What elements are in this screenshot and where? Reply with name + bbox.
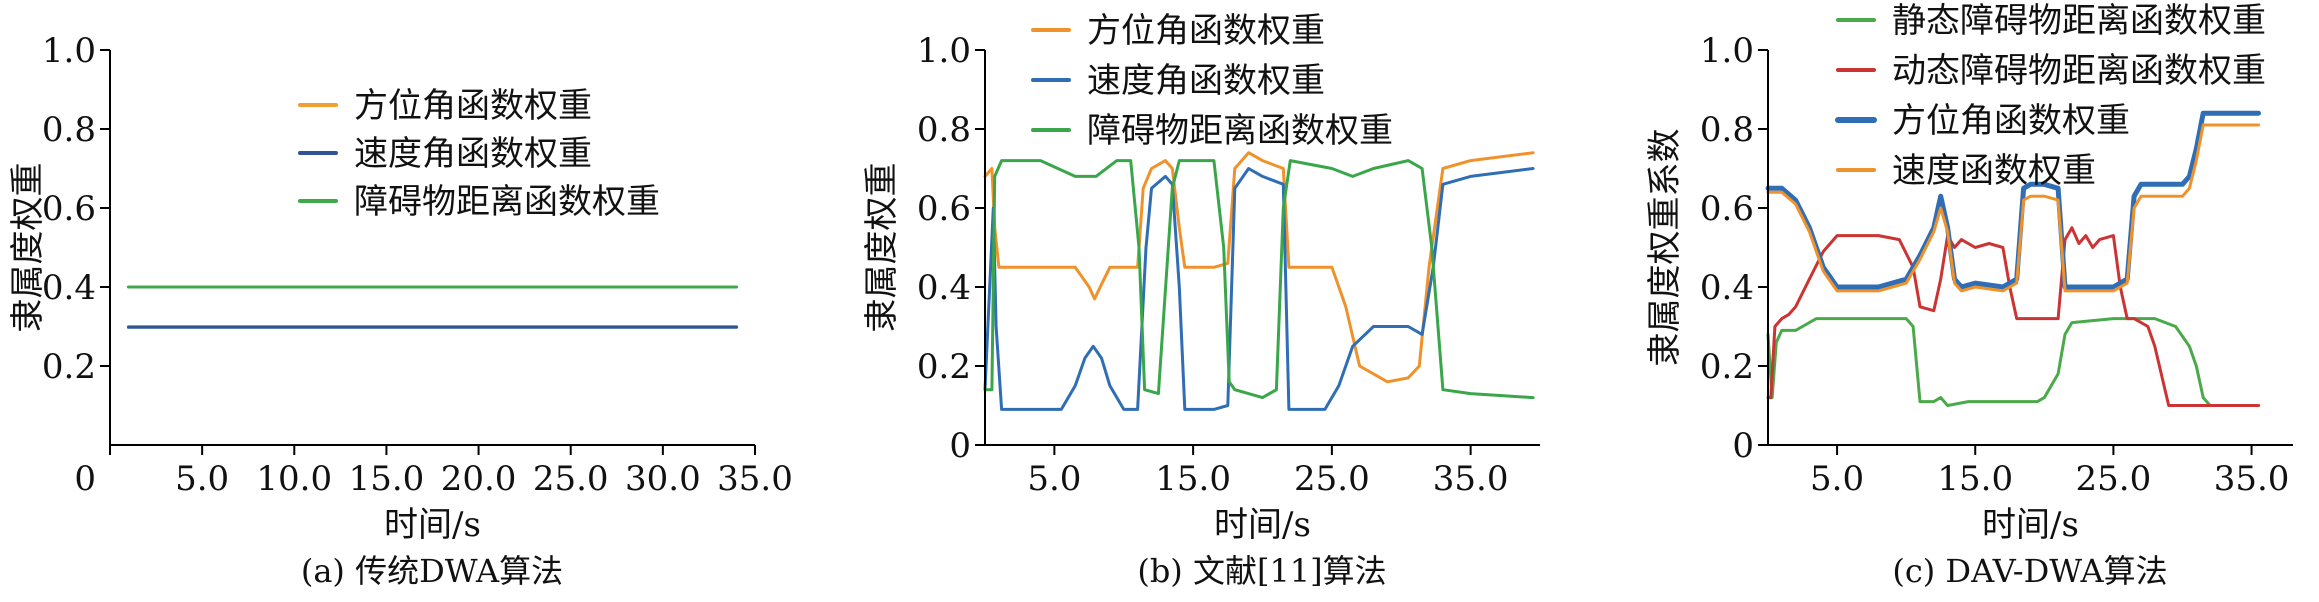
legend-entry: 动态障碍物距离函数权重 <box>1892 51 2266 91</box>
x-tick-label: 5.0 <box>1027 459 1081 499</box>
x-tick-label: 25.0 <box>1294 459 1370 499</box>
y-tick-label: 0.4 <box>917 268 971 308</box>
x-tick-label: 15.0 <box>349 459 425 499</box>
x-tick-label: 5.0 <box>175 459 229 499</box>
y-tick-label: 0 <box>1732 426 1754 466</box>
legend-entry: 障碍物距离函数权重 <box>354 182 660 222</box>
chart-caption: (b) 文献[11]算法 <box>1137 552 1386 590</box>
x-tick-label: 35.0 <box>1433 459 1509 499</box>
chart-panel-3: 5.0 15.0 25.0 35.0 0 0.2 0.4 0.6 0.8 1.0 时间/s 隶属度权重… <box>1645 1 2293 590</box>
series-line-2 <box>1766 226 2260 407</box>
chart-caption: (a) 传统DWA算法 <box>301 552 563 590</box>
y-tick-label: 0.2 <box>1700 347 1754 387</box>
legend-entry: 速度角函数权重 <box>1087 61 1325 101</box>
x-tick-label: 15.0 <box>1155 459 1231 499</box>
legend-entry: 方位角函数权重 <box>1087 11 1325 51</box>
y-axis-label: 隶属度权重系数 <box>1645 129 1685 367</box>
y-tick-label: 0.2 <box>42 347 96 387</box>
y-tick-label: 1.0 <box>917 31 971 71</box>
x-tick-label: 25.0 <box>533 459 609 499</box>
chart-caption: (c) DAV-DWA算法 <box>1892 552 2167 590</box>
chart-panel-1: 0 5.0 10.0 15.0 20.0 25.0 30.0 35.0 0.2 0.4 0.6 0.8… <box>8 31 793 590</box>
x-tick-label: 35.0 <box>2214 459 2290 499</box>
chart-panel-2: 5.0 15.0 25.0 35.0 0 0.2 0.4 0.6 0.8 1.0 时间/s 隶属度权重… <box>862 11 1540 590</box>
legend-entry: 静态障碍物距离函数权重 <box>1892 1 2266 41</box>
series-line-1 <box>983 151 1535 384</box>
x-tick-label: 30.0 <box>625 459 701 499</box>
x-tick-label: 20.0 <box>441 459 517 499</box>
y-tick-label: 0.8 <box>42 110 96 150</box>
y-axis-label: 隶属度权重 <box>862 163 902 333</box>
legend-entry: 障碍物距离函数权重 <box>1087 111 1393 151</box>
x-tick-label: 5.0 <box>1810 459 1864 499</box>
y-axis-label: 隶属度权重 <box>8 163 48 333</box>
legend-entry: 速度角函数权重 <box>354 134 592 174</box>
x-axis-label: 时间/s <box>1214 505 1311 545</box>
y-tick-label: 0.4 <box>1700 268 1754 308</box>
y-tick-label: 0.6 <box>1700 189 1754 229</box>
y-tick-label: 0 <box>949 426 971 466</box>
y-tick-label: 1.0 <box>1700 31 1754 71</box>
x-tick-label: 35.0 <box>717 459 793 499</box>
series-line-2 <box>983 167 1535 411</box>
x-axis-label: 时间/s <box>384 505 481 545</box>
series-line-1 <box>1766 317 2260 407</box>
x-tick-label: 10.0 <box>256 459 332 499</box>
y-tick-label: 0.8 <box>1700 110 1754 150</box>
y-tick-label: 0.6 <box>917 189 971 229</box>
y-tick-label: 0.8 <box>917 110 971 150</box>
legend-entry: 方位角函数权重 <box>1892 101 2130 141</box>
series-line-4 <box>1766 123 2260 293</box>
y-tick-label: 1.0 <box>42 31 96 71</box>
x-tick-label: 25.0 <box>2076 459 2152 499</box>
y-tick-label: 0.4 <box>42 268 96 308</box>
x-tick-label: 0 <box>74 459 96 499</box>
legend-entry: 方位角函数权重 <box>354 86 592 126</box>
x-tick-label: 15.0 <box>1937 459 2013 499</box>
y-tick-label: 0.6 <box>42 189 96 229</box>
x-axis-label: 时间/s <box>1982 505 2079 545</box>
y-tick-label: 0.2 <box>917 347 971 387</box>
series-line-3 <box>983 159 1535 400</box>
legend-entry: 速度函数权重 <box>1892 151 2096 191</box>
